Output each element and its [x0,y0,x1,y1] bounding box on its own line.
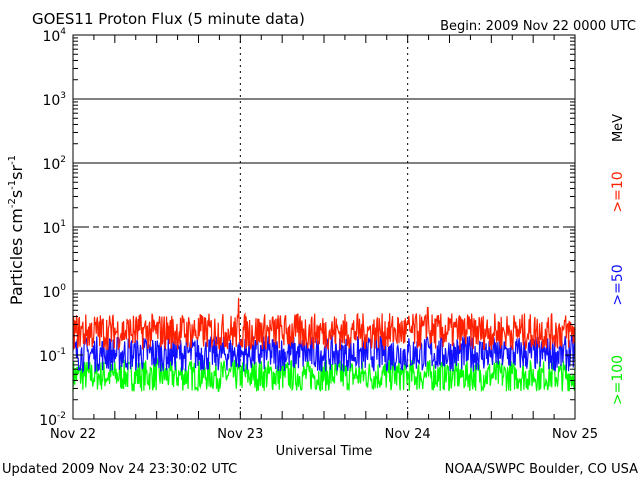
y-tick-base: 10 [42,29,60,45]
y-tick-label: 10-2 [39,411,66,429]
x-tick-label: Nov 23 [217,427,263,442]
y-tick-exponent: -2 [57,411,66,421]
chart-title: GOES11 Proton Flux (5 minute data) [32,10,305,28]
legend-label-ge100: >=100 [610,355,626,405]
y-tick-label: 10-1 [39,347,66,365]
y-axis-title-exp: -1 [7,180,18,190]
source-credit: NOAA/SWPC Boulder, CO USA [445,462,638,477]
y-axis-title-part: sr [7,165,26,180]
y-axis-title-part: Particles cm [7,208,26,305]
y-axis-title-exp: -2 [7,198,18,208]
y-tick-exponent: 3 [60,91,66,101]
y-axis-title-part: s [7,190,26,198]
plot-frame [72,34,576,420]
y-tick-exponent: 4 [60,27,66,37]
y-tick-label: 100 [42,283,66,301]
y-tick-base: 10 [42,221,60,237]
y-tick-label: 104 [42,27,66,45]
y-tick-base: 10 [42,285,60,301]
y-axis-title: Particles cm-2s-1sr-1 [7,155,26,305]
y-tick-label: 101 [42,219,66,237]
legend-label-ge50: >=50 [610,264,626,305]
x-tick-label: Nov 22 [50,427,96,442]
begin-label: Begin: 2009 Nov 22 0000 UTC [440,19,636,34]
y-tick-base: 10 [42,93,60,109]
ticks-layer [72,34,576,420]
series-trace-2 [72,357,576,392]
x-axis-labels: Nov 22 Nov 23 Nov 24 Nov 25 [50,427,598,442]
y-tick-exponent: 2 [60,155,66,165]
y-tick-label: 102 [42,155,66,173]
y-tick-base: 10 [39,413,57,429]
updated-timestamp: Updated 2009 Nov 24 23:30:02 UTC [2,462,237,477]
x-axis-title: Universal Time [276,444,373,459]
series-trace-0 [72,297,576,351]
y-tick-label: 103 [42,91,66,109]
y-tick-exponent: 0 [60,283,66,293]
unit-label: MeV [611,114,626,142]
y-tick-exponent: 1 [60,219,66,229]
y-tick-exponent: -1 [57,347,66,357]
y-tick-base: 10 [39,349,57,365]
x-tick-label: Nov 24 [385,427,431,442]
series-layer [72,297,576,392]
y-tick-base: 10 [42,157,60,173]
y-axis-title-exp: -1 [7,155,18,165]
x-tick-label: Nov 25 [552,427,598,442]
legend-label-ge10: >=10 [610,171,626,212]
